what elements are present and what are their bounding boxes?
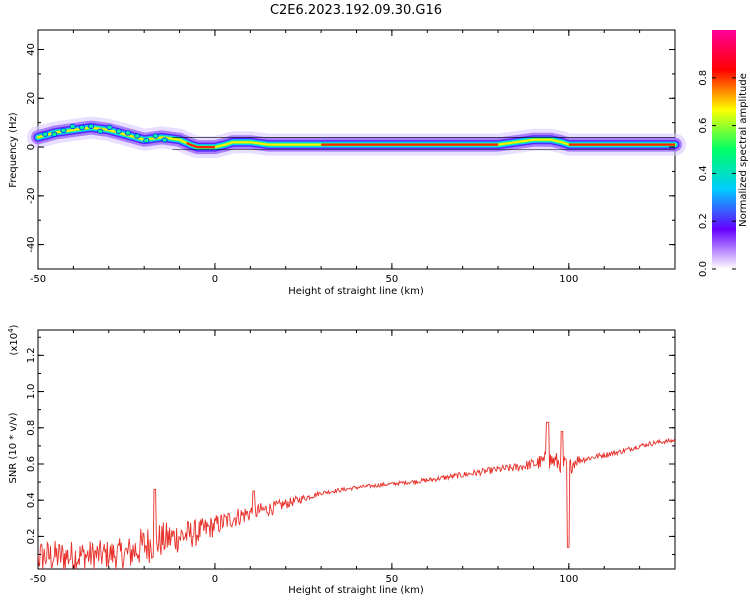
- spectrogram-blob: [134, 133, 141, 139]
- y-tick-label: 1.2: [26, 347, 37, 363]
- snr-xlabel: Height of straight line (km): [288, 585, 424, 596]
- spectrogram-image: [27, 116, 686, 159]
- y-tick-label: 0.2: [26, 528, 37, 544]
- spectrogram-blob: [143, 137, 150, 144]
- colorbar-tick-label: 0.6: [698, 118, 709, 134]
- y-tick-label: -20: [26, 188, 37, 204]
- y-tick-label: -40: [26, 236, 37, 252]
- y-tick-label: 0.8: [26, 420, 37, 436]
- spectrogram-axes: -50 0 50 100 40 20 0 -20 -40: [26, 30, 676, 285]
- x-tick-label: -50: [30, 574, 46, 585]
- colorbar-tick-label: 0.0: [698, 261, 709, 277]
- x-tick-label: 100: [559, 274, 578, 285]
- y-tick-label: 20: [26, 92, 37, 105]
- spectrogram-panel: -50 0 50 100 40 20 0 -20 -40 Height of straight …: [8, 29, 686, 297]
- spectrogram-blob: [51, 131, 58, 137]
- colorbar: 0.0 0.2 0.4 0.6 0.8 Normalized spectral ampl…: [698, 30, 749, 277]
- x-tick-label: 50: [386, 274, 399, 285]
- spectrogram-blob: [106, 124, 113, 131]
- x-tick-label: 50: [386, 574, 399, 585]
- figure-title: C2E6.2023.192.09.30.G16: [270, 3, 442, 18]
- snr-ylabel: SNR (10 * v/v): [8, 412, 19, 483]
- snr-axes: -50 0 50 100 1.2 1.0 0.8 0.6 0.4 0.2: [26, 330, 676, 585]
- spectrogram-blob: [60, 127, 67, 134]
- spectrogram-blob: [88, 123, 95, 130]
- y-tick-label: 0: [26, 144, 37, 150]
- y-tick-label: 0.4: [26, 492, 37, 508]
- colorbar-gradient: [712, 30, 736, 269]
- spectrogram-ylabel: Frequency (Hz): [8, 112, 19, 188]
- y-tick-label: 0.6: [26, 456, 37, 472]
- spectrogram-blob: [161, 137, 168, 143]
- spectrogram-blob: [115, 128, 122, 134]
- spectrogram-blob: [78, 124, 86, 131]
- colorbar-label: Normalized spectral amplitude: [738, 73, 749, 227]
- y-tick-label: 1.0: [26, 384, 37, 400]
- colorbar-tick-label: 0.2: [698, 213, 709, 229]
- spectrogram-blob: [152, 133, 159, 139]
- spectrogram-xlabel: Height of straight line (km): [288, 286, 424, 297]
- colorbar-tick-label: 0.4: [698, 165, 709, 181]
- spectrogram-blob: [124, 130, 132, 136]
- x-tick-label: -50: [30, 274, 46, 285]
- y-tick-label: 40: [26, 43, 37, 56]
- x-tick-label: 0: [212, 574, 218, 585]
- snr-scale-label: (x104): [7, 324, 20, 355]
- spectrogram-peak-0: [186, 141, 215, 149]
- snr-panel: -50 0 50 100 1.2 1.0 0.8 0.6 0.4 0.2 Height of st…: [7, 324, 676, 596]
- x-tick-label: 100: [559, 574, 578, 585]
- colorbar-tick-label: 0.8: [698, 70, 709, 86]
- spectrogram-blob: [69, 123, 76, 130]
- spectrogram-blob: [97, 128, 104, 134]
- x-tick-label: 0: [212, 274, 218, 285]
- snr-frame: [37, 329, 676, 570]
- colorbar-axes: 0.0 0.2 0.4 0.6 0.8: [698, 70, 736, 277]
- snr-series-line: [38, 421, 675, 569]
- spectrogram-blob: [42, 131, 49, 137]
